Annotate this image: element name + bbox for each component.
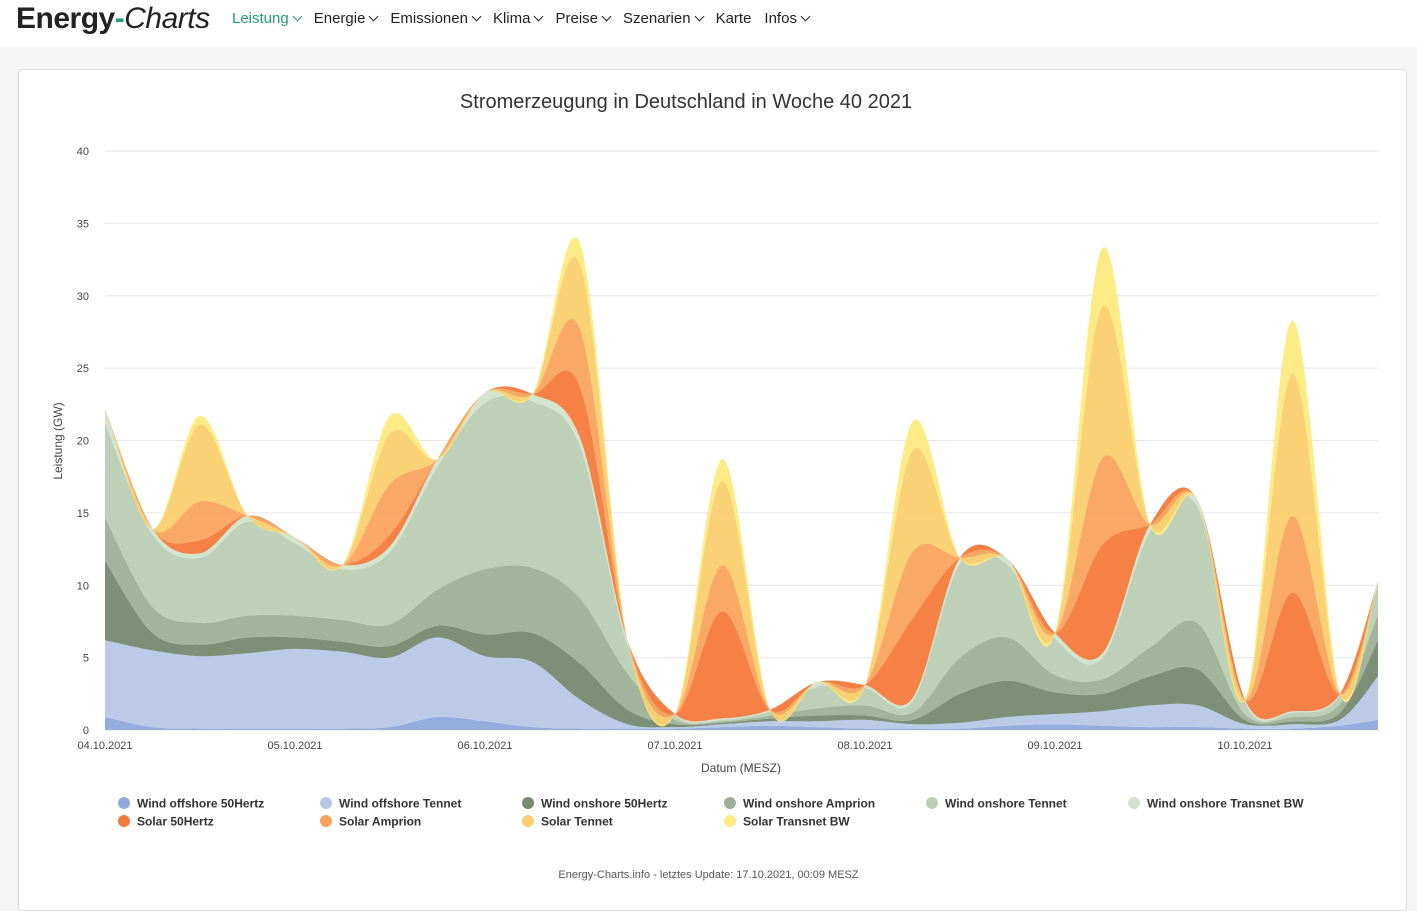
legend-label: Solar 50Hertz (137, 815, 214, 829)
area-wind-offshore-tennet[interactable] (105, 637, 1378, 729)
legend-item[interactable]: Solar Tennet (522, 815, 613, 829)
legend-label: Solar Tennet (541, 815, 613, 829)
legend-item[interactable]: Wind offshore Tennet (320, 797, 461, 811)
nav-item-emissionen[interactable]: Emissionen (390, 10, 482, 27)
y-tick-label: 25 (77, 363, 89, 375)
nav-item-label: Leistung (232, 10, 289, 27)
site-logo[interactable]: Energy-Charts (16, 2, 210, 35)
legend-swatch (320, 815, 332, 827)
legend-label: Solar Amprion (339, 815, 421, 829)
nav-item-label: Emissionen (390, 10, 468, 27)
x-tick-label: 07.10.2021 (647, 740, 702, 752)
main-nav: Leistung Energie Emissionen Klima Preise Szen… (232, 10, 822, 27)
nav-item-karte[interactable]: Karte (716, 10, 752, 27)
nav-item-label: Energie (313, 10, 366, 27)
y-tick-label: 35 (77, 218, 89, 230)
legend-item[interactable]: Wind offshore 50Hertz (118, 797, 264, 811)
chart-legend: Wind offshore 50Hertz Wind offshore Tenne… (118, 797, 1304, 829)
power-generation-chart: Stromerzeugung in Deutschland in Woche 4… (51, 91, 1378, 829)
legend-item[interactable]: Wind onshore Tennet (926, 797, 1067, 811)
chart-title: Stromerzeugung in Deutschland in Woche 4… (460, 91, 912, 113)
legend-item[interactable]: Solar 50Hertz (118, 815, 214, 829)
legend-label: Wind onshore Tennet (945, 797, 1067, 811)
y-axis-ticks: 0 5 10 15 20 25 30 35 40 (77, 146, 89, 737)
legend-swatch (118, 815, 130, 827)
legend-swatch (320, 797, 332, 809)
area-solar-50hertz[interactable] (105, 370, 1378, 722)
area-solar-transnet-bw[interactable] (105, 237, 1378, 727)
y-tick-label: 20 (77, 436, 89, 448)
legend-label: Wind onshore Transnet BW (1147, 797, 1304, 811)
legend-label: Wind offshore 50Hertz (137, 797, 264, 811)
top-navbar: Energy-Charts Leistung Energie Emissionen K… (0, 0, 1417, 47)
legend-item[interactable]: Wind onshore Amprion (724, 797, 875, 811)
legend-label: Wind onshore Amprion (743, 797, 875, 811)
y-tick-label: 0 (83, 725, 89, 737)
legend-item[interactable]: Wind onshore 50Hertz (522, 797, 668, 811)
nav-item-label: Preise (555, 10, 599, 27)
y-tick-label: 30 (77, 291, 89, 303)
footer-update-info: Energy-Charts.info - letztes Update: 17.… (558, 869, 859, 881)
legend-swatch (724, 815, 736, 827)
y-tick-label: 40 (77, 146, 89, 158)
legend-swatch (1128, 797, 1140, 809)
y-tick-label: 10 (77, 580, 89, 592)
nav-item-preise[interactable]: Preise (555, 10, 612, 27)
y-axis-label: Leistung (GW) (51, 402, 65, 479)
area-solar-amprion[interactable] (105, 318, 1378, 718)
area-wind-offshore-50hertz[interactable] (105, 716, 1378, 730)
legend-item[interactable]: Solar Transnet BW (724, 815, 850, 829)
nav-item-label: Szenarien (623, 10, 691, 27)
legend-swatch (118, 797, 130, 809)
y-tick-label: 15 (77, 508, 89, 520)
legend-label: Wind offshore Tennet (339, 797, 461, 811)
nav-item-energie[interactable]: Energie (313, 10, 379, 27)
nav-item-szenarien[interactable]: Szenarien (623, 10, 705, 27)
x-tick-label: 05.10.2021 (267, 740, 322, 752)
nav-item-klima[interactable]: Klima (492, 10, 544, 27)
x-tick-label: 06.10.2021 (457, 740, 512, 752)
legend-item[interactable]: Solar Amprion (320, 815, 421, 829)
nav-item-leistung[interactable]: Leistung (232, 10, 303, 27)
legend-swatch (724, 797, 736, 809)
nav-item-label: Infos (764, 10, 797, 27)
nav-item-label: Klima (492, 10, 531, 27)
legend-label: Solar Transnet BW (743, 815, 850, 829)
y-tick-label: 5 (83, 653, 89, 665)
legend-label: Wind onshore 50Hertz (541, 797, 668, 811)
x-axis-label: Datum (MESZ) (701, 761, 781, 775)
chart-areas (105, 237, 1378, 730)
legend-swatch (522, 797, 534, 809)
legend-item[interactable]: Wind onshore Transnet BW (1128, 797, 1304, 811)
nav-item-infos[interactable]: Infos (764, 10, 811, 27)
x-axis-ticks: 04.10.2021 05.10.2021 06.10.2021 07.10.2021… (77, 740, 1272, 752)
x-tick-label: 04.10.2021 (77, 740, 132, 752)
x-tick-label: 10.10.2021 (1217, 740, 1272, 752)
legend-swatch (926, 797, 938, 809)
legend-swatch (522, 815, 534, 827)
x-tick-label: 09.10.2021 (1027, 740, 1082, 752)
x-tick-label: 08.10.2021 (837, 740, 892, 752)
area-wind-onshore-transnet-bw[interactable] (105, 386, 1378, 723)
nav-item-label: Karte (715, 10, 752, 27)
